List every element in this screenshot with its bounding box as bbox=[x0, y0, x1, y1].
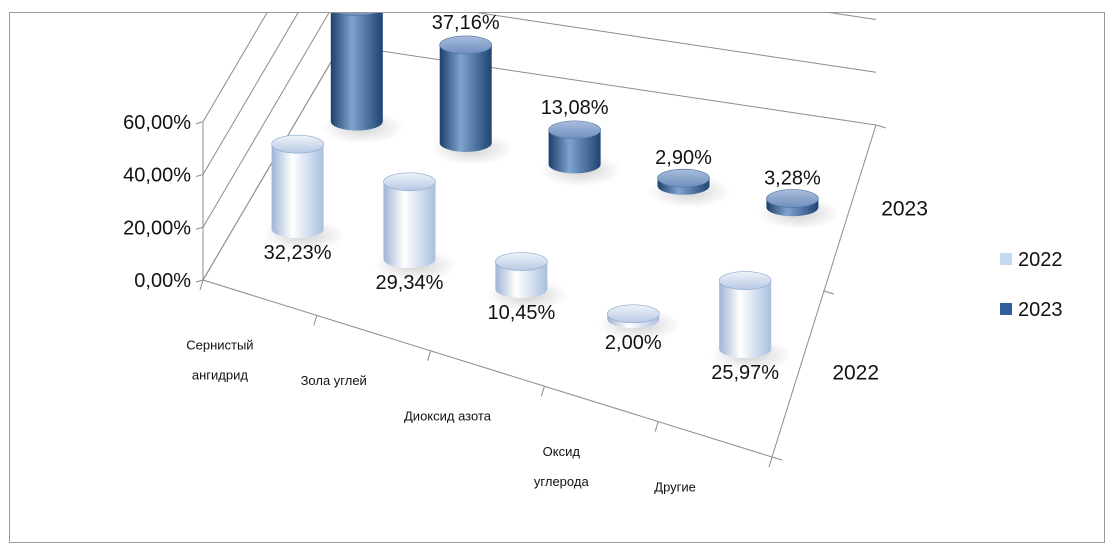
bar-top bbox=[337, 13, 376, 16]
data-label: 37,16% bbox=[432, 13, 500, 34]
bar-top bbox=[606, 304, 660, 324]
depth-label: 2023 bbox=[881, 197, 928, 220]
y-tick bbox=[195, 279, 204, 283]
grid-line-back bbox=[829, 13, 877, 21]
bars bbox=[261, 13, 841, 372]
bar-2022 bbox=[709, 271, 793, 372]
category-tick bbox=[654, 421, 659, 432]
bar-top bbox=[657, 168, 710, 188]
category-label: ангидрид bbox=[192, 368, 248, 383]
bar-body bbox=[439, 44, 492, 152]
depth-tick bbox=[771, 456, 783, 461]
grid-line-side bbox=[202, 13, 330, 228]
bar-top bbox=[439, 35, 493, 55]
legend-label: 2022 bbox=[1018, 249, 1063, 271]
bar-body bbox=[719, 280, 772, 359]
data-label: 3,28% bbox=[764, 168, 821, 190]
y-tick bbox=[195, 121, 204, 125]
y-tick-label: 60,00% bbox=[123, 112, 191, 134]
bar-2022 bbox=[373, 172, 458, 282]
bar-top bbox=[271, 134, 324, 154]
bar-top bbox=[548, 120, 601, 140]
cylinder-chart: 0,00%20,00%40,00%60,00%43,58%37,16%13,08… bbox=[123, 13, 1063, 494]
data-label: 10,45% bbox=[487, 302, 555, 324]
y-tick-label: 0,00% bbox=[134, 270, 191, 292]
legend-swatch bbox=[1000, 253, 1012, 265]
bar-2023 bbox=[539, 120, 623, 187]
y-tick bbox=[195, 174, 204, 177]
bar-2023 bbox=[647, 168, 732, 209]
category-label: углерода bbox=[534, 474, 590, 489]
y-tick-label: 40,00% bbox=[123, 165, 191, 187]
category-label: Оксид bbox=[543, 444, 581, 459]
bar-body bbox=[383, 181, 436, 269]
y-tick bbox=[195, 226, 204, 230]
depth-label: 2022 bbox=[832, 361, 879, 384]
legend: 2022 2023 bbox=[1000, 249, 1063, 321]
category-label: Зола углей bbox=[301, 373, 367, 388]
bar-body bbox=[495, 261, 548, 299]
bar-2022 bbox=[485, 252, 569, 312]
bar-top bbox=[383, 172, 436, 192]
bar-top bbox=[718, 271, 772, 290]
bar-top bbox=[766, 189, 819, 208]
category-label: Сернистый bbox=[186, 338, 253, 353]
category-label: Другие bbox=[654, 479, 696, 494]
data-label: 13,08% bbox=[541, 97, 609, 119]
floor-front-edge bbox=[202, 279, 773, 458]
category-tick bbox=[313, 315, 318, 326]
bar-body bbox=[548, 129, 601, 174]
category-tick bbox=[540, 386, 545, 397]
grid-line-back bbox=[340, 44, 877, 126]
legend-swatch bbox=[1000, 303, 1012, 315]
depth-tick bbox=[823, 290, 835, 295]
grid-line-back bbox=[476, 13, 877, 73]
category-tick bbox=[427, 350, 432, 361]
bar-body bbox=[271, 144, 324, 239]
data-label: 29,34% bbox=[376, 272, 444, 294]
bar-body bbox=[330, 13, 383, 131]
y-tick-label: 20,00% bbox=[123, 217, 191, 239]
chart-frame: 0,00%20,00%40,00%60,00%43,58%37,16%13,08… bbox=[9, 12, 1105, 543]
bar-2023 bbox=[321, 13, 405, 144]
bar-2023 bbox=[430, 35, 514, 166]
labels: 0,00%20,00%40,00%60,00%43,58%37,16%13,08… bbox=[123, 13, 928, 494]
data-label: 2,90% bbox=[655, 147, 712, 169]
category-tick bbox=[768, 456, 773, 468]
depth-tick bbox=[875, 124, 887, 129]
bar-2022 bbox=[261, 134, 346, 252]
bar-2022 bbox=[597, 304, 681, 342]
data-label: 32,23% bbox=[264, 242, 332, 264]
data-label: 25,97% bbox=[711, 362, 779, 384]
category-label: Диоксид азота bbox=[404, 409, 492, 424]
bar-2023 bbox=[756, 189, 841, 230]
legend-label: 2023 bbox=[1018, 299, 1063, 321]
bar-top bbox=[495, 252, 548, 271]
category-tick bbox=[199, 279, 204, 291]
grid-line-side bbox=[202, 13, 268, 123]
grid-line-side bbox=[202, 13, 299, 175]
data-label: 2,00% bbox=[605, 332, 662, 354]
